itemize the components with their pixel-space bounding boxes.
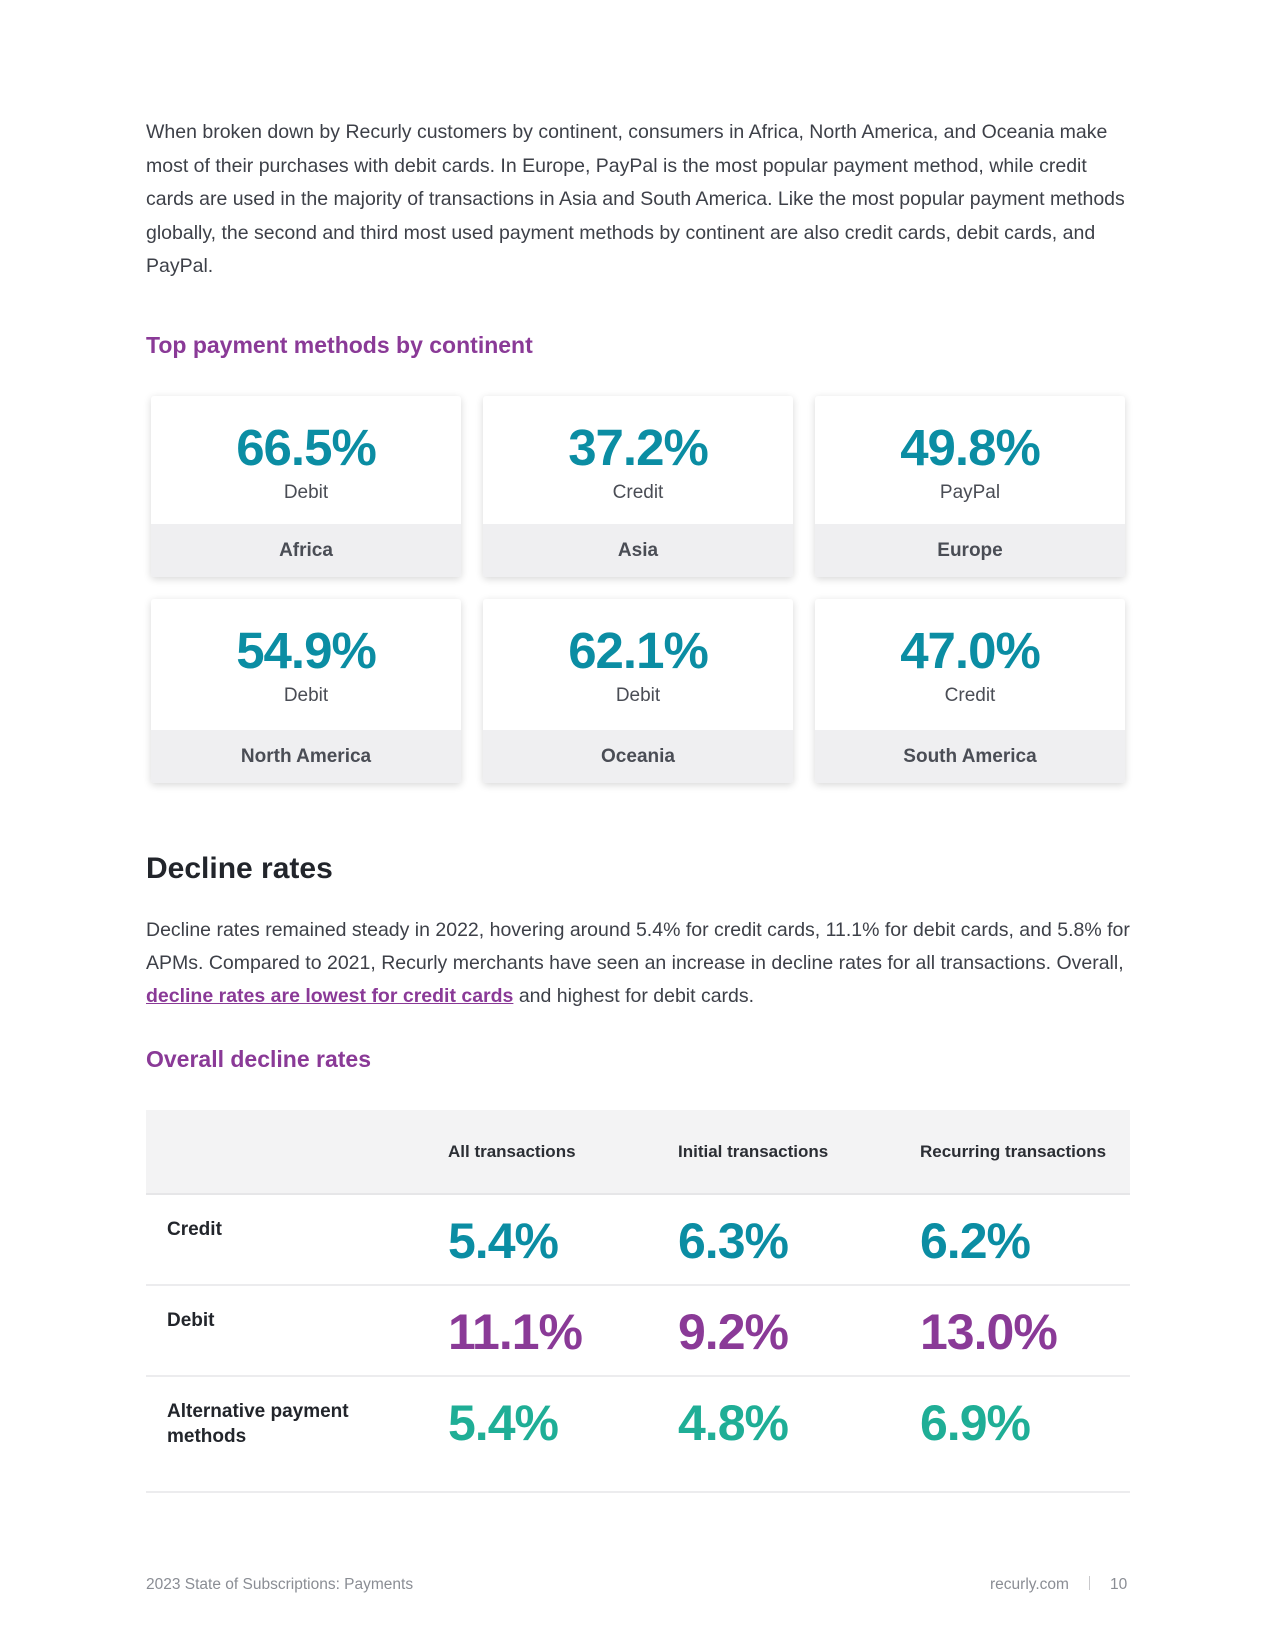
card-method: Debit (615, 685, 661, 706)
footer-right: recurly.com 10 (990, 1576, 1127, 1594)
card-method: Credit (944, 685, 996, 706)
card-value: 62.1% (568, 622, 709, 679)
card-value: 37.2% (568, 419, 709, 476)
card-value: 49.8% (900, 419, 1041, 476)
rate-cell: 13.0% (920, 1304, 1058, 1360)
card-continent: North America (151, 730, 461, 783)
rate-cell: 9.2% (678, 1304, 789, 1360)
decline-rates-link[interactable]: decline rates are lowest for credit card… (146, 985, 514, 1007)
continent-card: 47.0% Credit South America (815, 599, 1125, 783)
rate-cell: 11.1% (448, 1304, 583, 1360)
rate-cell: 6.3% (678, 1213, 789, 1269)
continent-card: 37.2% Credit Asia (483, 396, 793, 577)
decline-rates-table: All transactions Initial transactions Re… (146, 1110, 1130, 1493)
card-continent: South America (815, 730, 1125, 783)
rate-cell: 6.2% (920, 1213, 1031, 1269)
table-header: All transactions Initial transactions Re… (146, 1110, 1130, 1195)
top-methods-heading: Top payment methods by continent (146, 332, 533, 358)
card-value: 66.5% (236, 419, 377, 476)
continent-card: 54.9% Debit North America (151, 599, 461, 783)
card-method: PayPal (939, 482, 1001, 503)
continent-card: 62.1% Debit Oceania (483, 599, 793, 783)
decline-paragraph: Decline rates remained steady in 2022, h… (146, 914, 1130, 1013)
card-continent: Oceania (483, 730, 793, 783)
card-method: Credit (612, 482, 664, 503)
continent-card: 66.5% Debit Africa (151, 396, 461, 577)
table-row: Debit 11.1% 9.2% 13.0% (146, 1286, 1130, 1377)
card-value: 47.0% (900, 622, 1041, 679)
table-row: Alternative payment methods 5.4% 4.8% 6.… (146, 1377, 1130, 1493)
footer-site: recurly.com (990, 1576, 1069, 1593)
decline-text-after: and highest for debit cards. (513, 985, 755, 1007)
continent-card: 49.8% PayPal Europe (815, 396, 1125, 577)
card-method: Debit (283, 482, 329, 503)
card-continent: Africa (151, 524, 461, 577)
table-row: Credit 5.4% 6.3% 6.2% (146, 1195, 1130, 1286)
card-value: 54.9% (236, 622, 377, 679)
row-label: Alternative payment methods (167, 1401, 349, 1447)
column-header: Recurring transactions (920, 1142, 1107, 1161)
rate-cell: 4.8% (678, 1395, 789, 1451)
row-label: Debit (167, 1310, 215, 1331)
card-continent: Europe (815, 524, 1125, 577)
footer-title: 2023 State of Subscriptions: Payments (146, 1576, 414, 1593)
intro-paragraph: When broken down by Recurly customers by… (146, 121, 1125, 277)
row-label: Credit (167, 1219, 222, 1240)
rate-cell: 5.4% (448, 1395, 559, 1451)
card-continent: Asia (483, 524, 793, 577)
continent-cards-grid: 66.5% Debit Africa 37.2% Credit Asia 49.… (151, 396, 1125, 783)
column-header: Initial transactions (678, 1142, 829, 1161)
overall-decline-heading: Overall decline rates (146, 1046, 372, 1072)
rate-cell: 6.9% (920, 1395, 1031, 1451)
decline-text-before: Decline rates remained steady in 2022, h… (146, 919, 1130, 974)
footer-divider (1088, 1576, 1090, 1590)
card-method: Debit (283, 685, 329, 706)
column-header: All transactions (448, 1142, 576, 1161)
decline-rates-heading: Decline rates (146, 852, 333, 885)
rate-cell: 5.4% (448, 1213, 559, 1269)
page-number: 10 (1109, 1576, 1128, 1593)
